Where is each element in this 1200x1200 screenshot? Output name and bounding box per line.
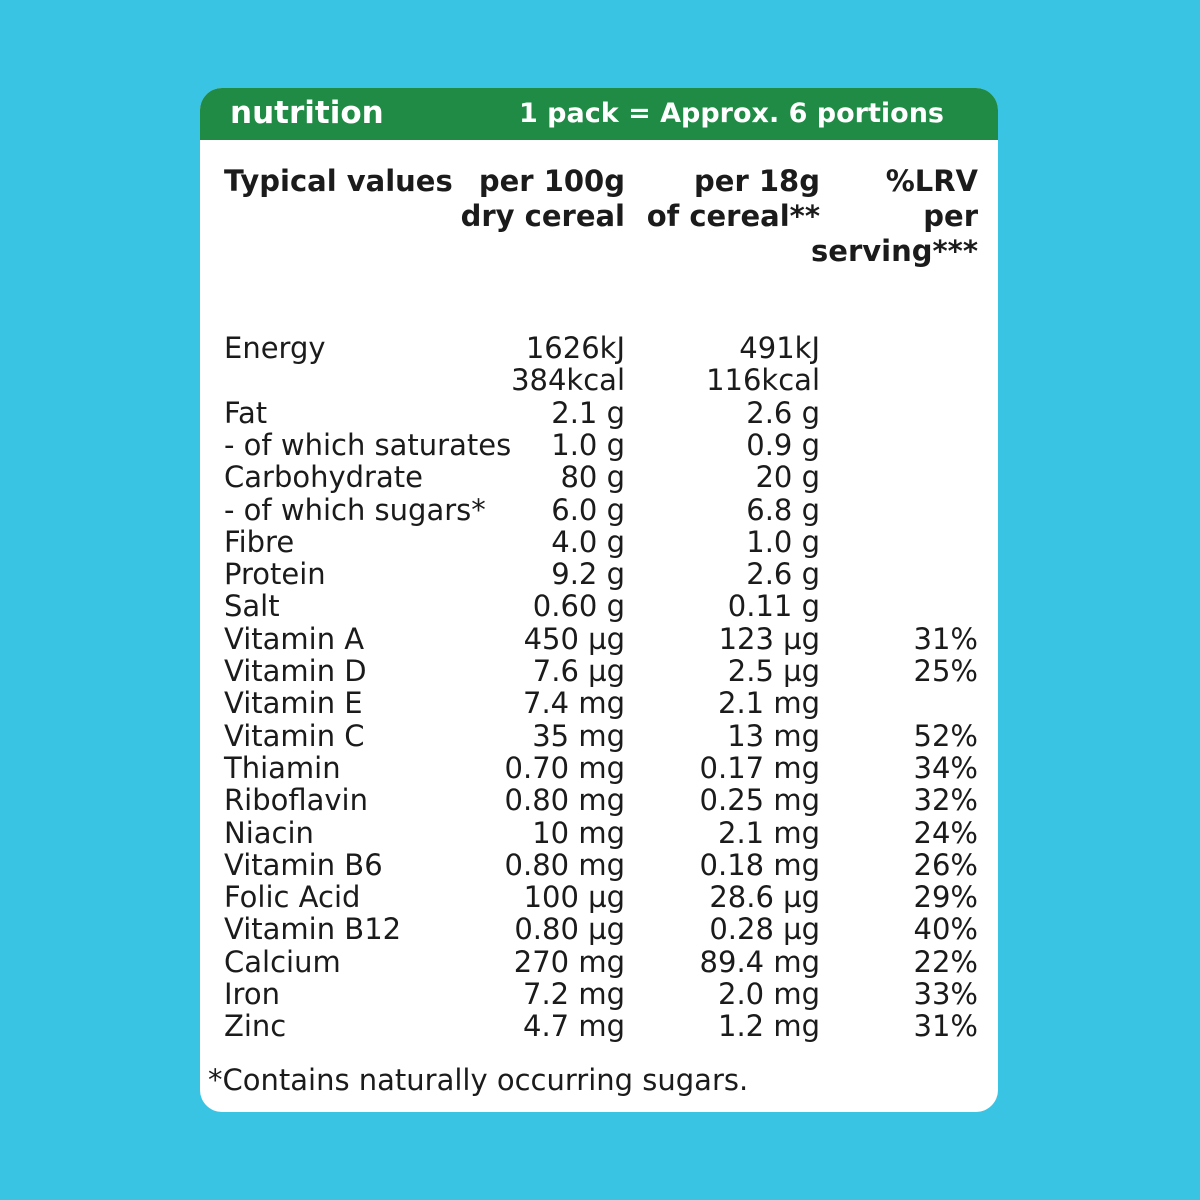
column-header: of cereal** (646, 199, 820, 233)
row-label: Folic Acid (224, 880, 361, 915)
cell-value: 0.80 mg (504, 783, 625, 818)
column-header: per 100g (478, 164, 625, 198)
row-label: Protein (224, 557, 326, 592)
cell-value: 28.6 µg (709, 880, 820, 915)
row-label: Thiamin (224, 750, 341, 785)
cell-value: 270 mg (513, 944, 625, 979)
cell-value: 35 mg (532, 718, 625, 753)
cell-value: 0.17 mg (699, 750, 820, 785)
header-bar (200, 88, 998, 140)
row-label: Niacin (224, 815, 314, 850)
cell-value: 0.70 mg (504, 750, 625, 785)
row-label: Iron (224, 977, 280, 1011)
cell-value: 31% (913, 621, 978, 656)
cell-value: 2.0 mg (718, 977, 820, 1011)
header-title: nutrition (230, 95, 384, 131)
cell-value: 2.1 mg (718, 686, 820, 721)
cell-value: 1.0 g (746, 524, 820, 559)
cell-value: 40% (913, 912, 978, 947)
cell-value: 7.2 mg (523, 977, 625, 1011)
row-label: Carbohydrate (224, 460, 423, 495)
row-label: - of which saturates (224, 427, 512, 462)
cell-value: 32% (913, 783, 978, 818)
cell-value: 1.2 mg (718, 1009, 820, 1044)
column-header: Typical values (224, 164, 453, 198)
cell-value: 1.0 g (551, 427, 625, 462)
cell-value: 26% (913, 847, 978, 882)
cell-value: 491kJ (739, 331, 820, 365)
row-label: Vitamin B6 (224, 847, 383, 882)
cell-value: 0.9 g (746, 427, 820, 462)
cell-value: 0.60 g (532, 589, 625, 624)
cell-value: 2.6 g (746, 395, 820, 430)
cell-value: 33% (913, 977, 978, 1011)
cell-value: 80 g (560, 460, 625, 495)
row-label: Fat (224, 395, 268, 430)
cell-value: 1626kJ (525, 331, 625, 365)
row-label: Vitamin C (224, 718, 365, 753)
cell-value: 0.11 g (727, 589, 820, 624)
cell-value: 29% (913, 880, 978, 915)
row-label: Vitamin D (224, 654, 367, 688)
cell-value: 7.6 µg (532, 654, 625, 688)
footnote: *Contains naturally occurring sugars. (208, 1063, 749, 1097)
cell-value: 34% (913, 750, 978, 785)
cell-value: 0.28 µg (709, 912, 820, 947)
cell-value: 0.80 µg (514, 912, 625, 947)
cell-value: 2.1 mg (718, 815, 820, 850)
column-header: per 18g (694, 164, 820, 198)
row-label: - of which sugars* (224, 492, 486, 527)
cell-value: 6.8 g (746, 492, 820, 527)
header-subtitle: 1 pack = Approx. 6 portions (519, 98, 944, 129)
cell-value: 123 µg (718, 621, 820, 656)
cell-value: 450 µg (523, 621, 625, 656)
row-label: Calcium (224, 944, 341, 979)
cell-value: 116kcal (706, 363, 820, 398)
cell-value: 9.2 g (551, 557, 625, 592)
row-label: Vitamin A (224, 621, 365, 656)
cell-value: 13 mg (727, 718, 820, 753)
row-label: Zinc (224, 1009, 287, 1044)
cell-value: 25% (913, 654, 978, 688)
cell-value: 0.80 mg (504, 847, 625, 882)
column-header: dry cereal (460, 199, 625, 233)
cell-value: 0.25 mg (699, 783, 820, 818)
cell-value: 31% (913, 1009, 978, 1044)
cell-value: 89.4 mg (699, 944, 820, 979)
cell-value: 4.7 mg (523, 1009, 625, 1044)
column-header: %LRV (885, 164, 978, 198)
cell-value: 100 µg (523, 880, 625, 915)
cell-value: 7.4 mg (523, 686, 625, 721)
cell-value: 6.0 g (551, 492, 625, 527)
row-label: Vitamin B12 (224, 912, 402, 947)
cell-value: 22% (913, 944, 978, 979)
cell-value: 20 g (755, 460, 820, 495)
cell-value: 52% (913, 718, 978, 753)
row-label: Energy (224, 331, 326, 365)
cell-value: 384kcal (511, 363, 625, 398)
column-header: serving*** (811, 234, 978, 268)
cell-value: 24% (913, 815, 978, 850)
nutrition-card: nutrition 1 pack = Approx. 6 portions *C… (200, 88, 998, 1112)
row-label: Vitamin E (224, 686, 363, 721)
row-label: Salt (224, 589, 280, 624)
cell-value: 0.18 mg (699, 847, 820, 882)
cell-value: 2.1 g (551, 395, 625, 430)
cell-value: 4.0 g (551, 524, 625, 559)
cell-value: 10 mg (532, 815, 625, 850)
row-label: Fibre (224, 524, 295, 559)
row-label: Riboflavin (224, 783, 368, 818)
cell-value: 2.6 g (746, 557, 820, 592)
column-header: per (923, 199, 978, 233)
cell-value: 2.5 µg (727, 654, 820, 688)
